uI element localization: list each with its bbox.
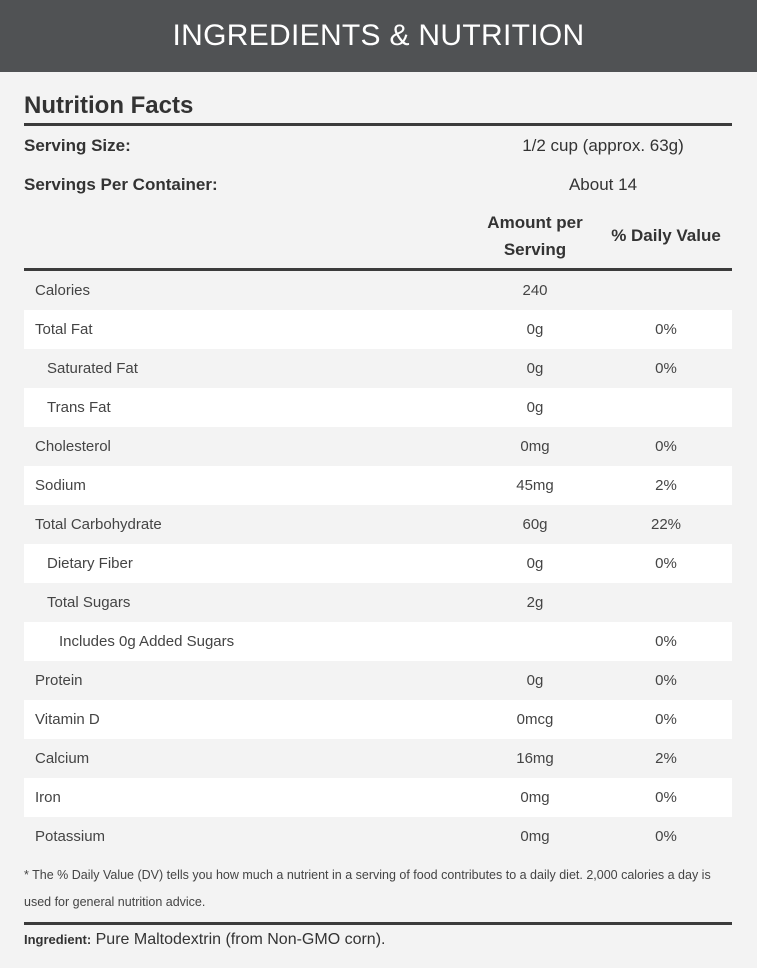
nutrient-name: Calcium [35, 750, 90, 767]
table-row: Includes 0g Added Sugars 0% [24, 622, 732, 661]
divider [24, 268, 732, 271]
section-header: INGREDIENTS & NUTRITION [0, 0, 757, 72]
nutrition-title: Nutrition Facts [24, 92, 194, 119]
nutrient-dv: 0% [655, 321, 677, 338]
nutrient-name: Sodium [35, 477, 86, 494]
nutrient-name: Total Carbohydrate [35, 516, 162, 533]
nutrient-amount: 0mg [520, 828, 550, 845]
nutrient-dv: 0% [655, 360, 677, 377]
servings-per-container: Servings Per Container: About 14 [24, 165, 732, 204]
servings-label: Servings Per Container: [24, 174, 218, 194]
nutrient-dv: 2% [655, 477, 677, 494]
nutrient-dv: 0% [655, 672, 677, 689]
table-row: Protein 0g 0% [24, 661, 732, 700]
nutrient-name: Calories [35, 282, 91, 299]
column-headers: Amount per Serving % Daily Value [24, 204, 732, 268]
nutrient-name: Vitamin D [35, 711, 100, 728]
nutrient-amount: 60g [522, 516, 548, 533]
table-row: Sodium 45mg 2% [24, 466, 732, 505]
nutrient-amount: 0g [526, 555, 544, 572]
serving-size-label: Serving Size: [24, 135, 131, 155]
col-dv: % Daily Value [611, 226, 721, 245]
nutrient-name: Total Fat [35, 321, 93, 338]
nutrient-amount: 240 [522, 282, 548, 299]
section-title: INGREDIENTS & NUTRITION [172, 19, 585, 52]
table-row: Calories 240 [24, 271, 732, 310]
nutrient-name: Includes 0g Added Sugars [59, 633, 235, 650]
table-row: Trans Fat 0g [24, 388, 732, 427]
nutrient-dv: 22% [650, 516, 682, 533]
nutrient-dv: 0% [655, 711, 677, 728]
nutrient-dv: 0% [655, 633, 677, 650]
nutrient-amount: 0mg [520, 438, 550, 455]
nutrient-name: Dietary Fiber [47, 555, 133, 572]
nutrient-dv: 2% [655, 750, 677, 767]
nutrient-amount: 0g [526, 672, 544, 689]
table-row: Saturated Fat 0g 0% [24, 349, 732, 388]
table-row: Vitamin D 0mcg 0% [24, 700, 732, 739]
nutrient-name: Protein [35, 672, 83, 689]
footnote: * The % Daily Value (DV) tells you how m… [24, 868, 711, 909]
ingredient: Ingredient: Pure Maltodextrin (from Non-… [24, 931, 732, 949]
divider [24, 123, 732, 126]
nutrient-amount: 2g [526, 594, 544, 611]
nutrition-facts: Nutrition Facts Serving Size: 1/2 cup (ap… [24, 89, 732, 949]
table-row: Total Sugars 2g [24, 583, 732, 622]
ingredient-value: Pure Maltodextrin (from Non-GMO corn). [95, 931, 386, 948]
nutrient-name: Iron [35, 789, 61, 806]
nutrient-amount: 0mcg [516, 711, 554, 728]
nutrient-dv: 0% [655, 789, 677, 806]
table-row: Cholesterol 0mg 0% [24, 427, 732, 466]
table-row: Iron 0mg 0% [24, 778, 732, 817]
nutrient-dv: 0% [655, 438, 677, 455]
serving-size: Serving Size: 1/2 cup (approx. 63g) [24, 126, 732, 165]
nutrient-amount: 0g [526, 360, 544, 377]
table-row: Potassium 0mg 0% [24, 817, 732, 856]
divider [24, 922, 732, 925]
nutrient-amount: 16mg [516, 750, 554, 767]
nutrient-dv: 0% [655, 555, 677, 572]
nutrient-name: Potassium [35, 828, 106, 845]
nutrient-amount: 45mg [516, 477, 554, 494]
nutrient-dv: 0% [655, 828, 677, 845]
nutrient-amount: 0mg [520, 789, 550, 806]
serving-size-value: 1/2 cup (approx. 63g) [522, 135, 684, 155]
table-row: Total Fat 0g 0% [24, 310, 732, 349]
table-row: Calcium 16mg 2% [24, 739, 732, 778]
nutrient-name: Saturated Fat [47, 360, 138, 377]
ingredient-label: Ingredient: [24, 932, 92, 947]
col-amount: Amount per Serving [487, 213, 583, 259]
nutrient-table: Calories 240 Total Fat 0g 0% Saturated Fat 0g 0… [24, 271, 732, 856]
nutrient-name: Total Sugars [47, 594, 131, 611]
table-row: Total Carbohydrate 60g 22% [24, 505, 732, 544]
nutrient-amount: 0g [526, 321, 544, 338]
nutrient-amount: 0g [526, 399, 544, 416]
table-row: Dietary Fiber 0g 0% [24, 544, 732, 583]
nutrient-name: Trans Fat [47, 399, 111, 416]
servings-value: About 14 [568, 174, 638, 194]
nutrient-name: Cholesterol [35, 438, 111, 455]
